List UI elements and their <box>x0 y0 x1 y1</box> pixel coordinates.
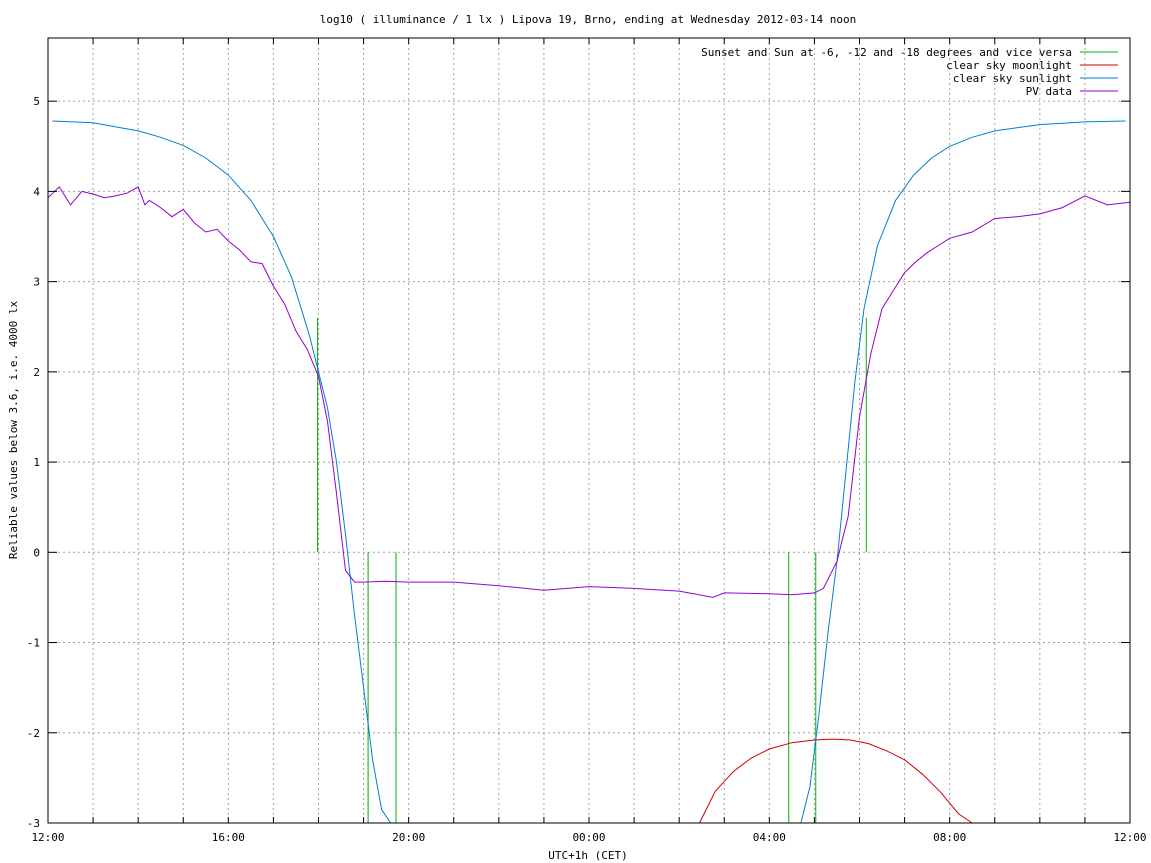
legend-label: clear sky sunlight <box>953 72 1072 85</box>
series-line <box>699 738 973 824</box>
y-tick-label: -1 <box>27 637 40 650</box>
x-tick-label: 12:00 <box>1113 831 1146 844</box>
y-tick-label: 3 <box>33 276 40 289</box>
y-tick-label: 0 <box>33 546 40 559</box>
legend-label: Sunset and Sun at -6, -12 and -18 degree… <box>701 46 1072 59</box>
y-tick-label: -2 <box>27 727 40 740</box>
y-axis-label: Reliable values below 3.6, i.e. 4000 lx <box>7 300 20 559</box>
y-tick-label: 2 <box>33 366 40 379</box>
y-tick-label: 5 <box>33 95 40 108</box>
legend-label: clear sky moonlight <box>946 59 1072 72</box>
axis-ticks: 12:00 16:00 20:00 00:00 04:00 08:00 12:00-3-2-… <box>27 38 1147 844</box>
x-tick-label: 20:00 <box>392 831 425 844</box>
y-tick-label: 1 <box>33 456 40 469</box>
legend-label: PV data <box>1026 85 1072 98</box>
chart-title: log10 ( illuminance / 1 lx ) Lipova 19, … <box>320 13 856 26</box>
x-tick-label: 16:00 <box>212 831 245 844</box>
x-tick-label: 08:00 <box>933 831 966 844</box>
x-tick-label: 12:00 <box>31 831 64 844</box>
x-tick-label: 04:00 <box>753 831 786 844</box>
y-tick-label: 4 <box>33 185 40 198</box>
x-axis-label: UTC+1h (CET) <box>548 849 627 862</box>
grid-lines <box>48 38 1130 823</box>
y-tick-label: -3 <box>27 817 40 830</box>
series-line <box>47 186 1131 598</box>
legend: Sunset and Sun at -6, -12 and -18 degree… <box>701 46 1118 98</box>
x-tick-label: 00:00 <box>572 831 605 844</box>
